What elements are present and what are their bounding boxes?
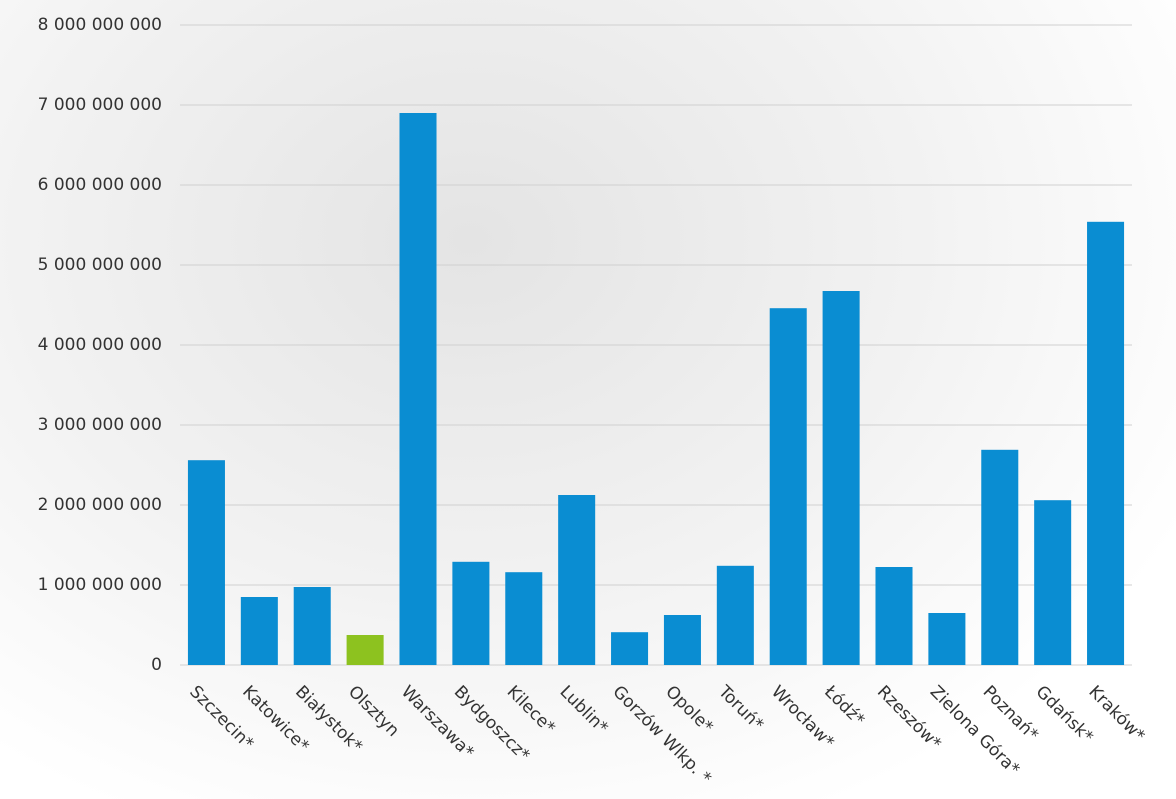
bar (981, 450, 1018, 665)
x-tick-label: Gorzów Wlkp. * (608, 682, 715, 789)
y-tick-label: 0 (151, 655, 162, 675)
x-tick-label: Kraków* (1084, 682, 1148, 746)
bar (717, 566, 754, 665)
chart: 0 1 000 000 000 2 000 000 000 3 000 000 000… (0, 0, 1176, 799)
y-tick-label: 7 000 000 000 (38, 95, 162, 115)
y-tick-label: 4 000 000 000 (38, 335, 162, 355)
y-tick-label: 6 000 000 000 (38, 175, 162, 195)
y-tick-label: 2 000 000 000 (38, 495, 162, 515)
y-tick-label: 8 000 000 000 (38, 15, 162, 35)
x-tick-label: Gdańsk* (1032, 682, 1097, 747)
bar (347, 635, 384, 665)
bar (611, 632, 648, 665)
bar (188, 460, 225, 665)
bar (1087, 222, 1124, 665)
bar (505, 572, 542, 665)
x-tick-label: Lublin* (556, 682, 612, 738)
bar (664, 615, 701, 665)
bar (770, 308, 807, 665)
x-tick-label: Łódź* (819, 681, 868, 730)
x-tick-label: Toruń* (714, 681, 768, 735)
bar (399, 113, 436, 665)
bar (558, 495, 595, 665)
bar (875, 567, 912, 665)
bar (1034, 500, 1071, 665)
bar (823, 291, 860, 665)
bar (294, 587, 331, 665)
bar (452, 562, 489, 665)
bar (241, 597, 278, 665)
y-tick-label: 1 000 000 000 (38, 575, 162, 595)
bar (928, 613, 965, 665)
y-tick-label: 3 000 000 000 (38, 415, 162, 435)
y-tick-label: 5 000 000 000 (38, 255, 162, 275)
